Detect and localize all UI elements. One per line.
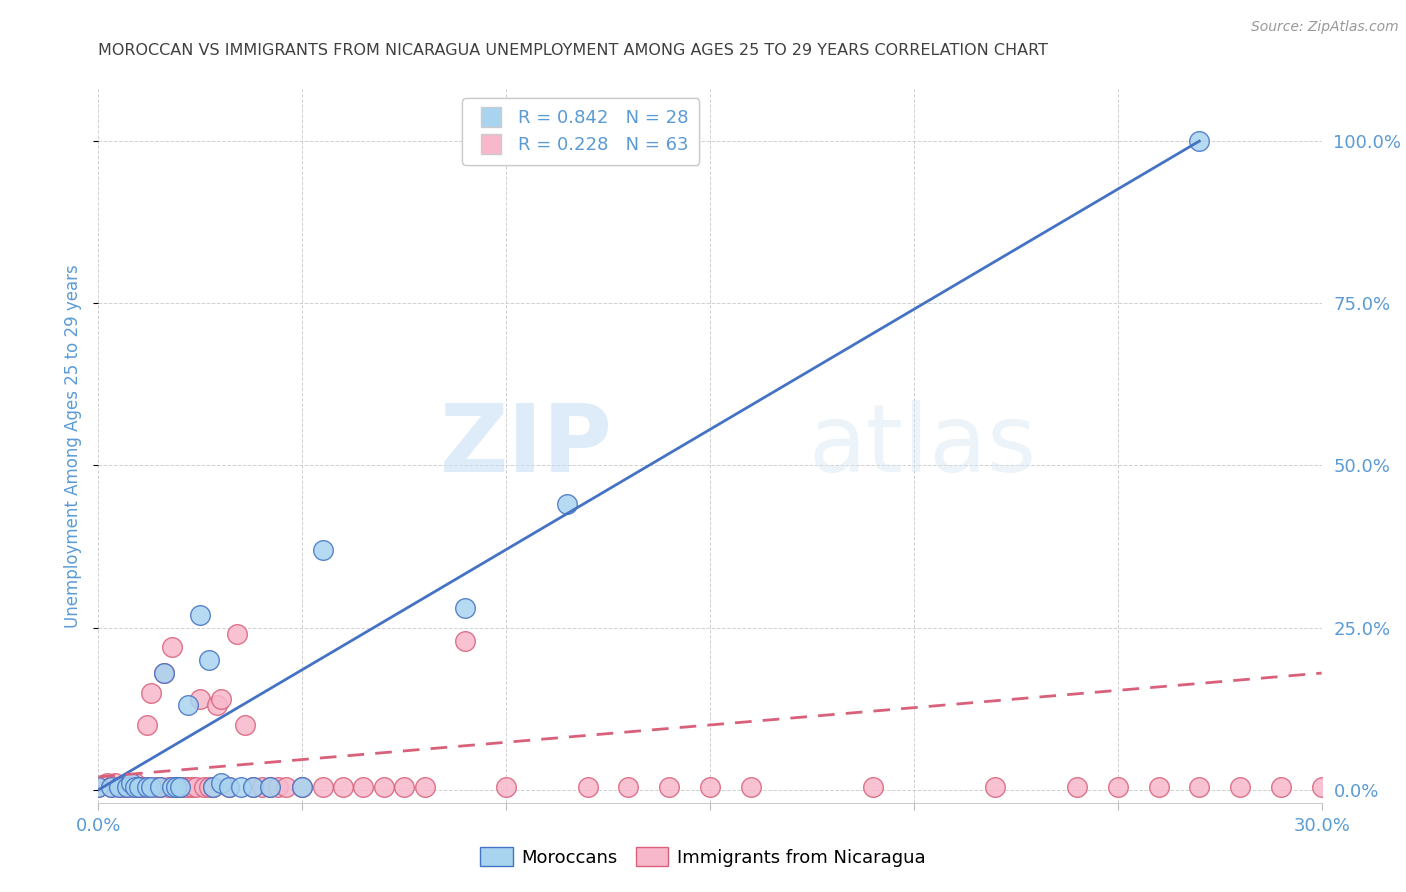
Point (1188, 134, 1211, 148)
Point (87, 780, 110, 794)
Point (218, 780, 240, 794)
Point (197, 780, 219, 794)
Point (149, 780, 172, 794)
Point (1392, 780, 1406, 794)
Point (209, 776, 232, 790)
Point (181, 780, 204, 794)
Point (136, 718, 159, 732)
Point (699, 780, 721, 794)
Point (141, 685, 163, 699)
Text: ZIP: ZIP (439, 400, 612, 492)
Point (160, 640, 183, 654)
Point (250, 780, 273, 794)
Point (332, 780, 354, 794)
Point (1351, 780, 1374, 794)
Point (141, 780, 163, 794)
Point (169, 780, 191, 794)
Point (115, 780, 138, 794)
Point (132, 780, 155, 794)
Point (1107, 780, 1129, 794)
Point (177, 698, 200, 713)
Point (267, 780, 290, 794)
Point (193, 780, 215, 794)
Point (136, 780, 159, 794)
Text: atlas: atlas (808, 400, 1036, 492)
Point (1270, 780, 1292, 794)
Point (291, 780, 314, 794)
Point (984, 780, 1007, 794)
Point (557, 497, 579, 511)
Point (209, 692, 232, 706)
Point (658, 780, 681, 794)
Point (373, 780, 395, 794)
Point (274, 780, 297, 794)
Point (160, 780, 183, 794)
Point (218, 780, 240, 794)
Point (205, 698, 228, 713)
Point (740, 780, 762, 794)
Point (1229, 780, 1251, 794)
Point (115, 780, 138, 794)
Text: Source: ZipAtlas.com: Source: ZipAtlas.com (1251, 20, 1399, 34)
Point (100, 780, 122, 794)
Point (862, 780, 884, 794)
Point (152, 666, 174, 681)
Point (1066, 780, 1088, 794)
Point (231, 780, 253, 794)
Point (177, 780, 200, 794)
Point (188, 692, 212, 706)
Point (186, 780, 208, 794)
Point (242, 780, 264, 794)
Point (226, 627, 249, 641)
Point (156, 780, 179, 794)
Point (392, 780, 416, 794)
Point (108, 780, 131, 794)
Point (128, 780, 150, 794)
Point (454, 601, 477, 615)
Point (188, 607, 212, 622)
Point (312, 542, 335, 557)
Point (96, 776, 118, 790)
Point (312, 780, 335, 794)
Point (87, 780, 110, 794)
Point (104, 776, 127, 790)
Point (454, 633, 477, 648)
Point (352, 780, 374, 794)
Point (169, 780, 191, 794)
Point (201, 780, 224, 794)
Y-axis label: Unemployment Among Ages 25 to 29 years: Unemployment Among Ages 25 to 29 years (65, 264, 83, 628)
Point (413, 780, 436, 794)
Point (124, 780, 146, 794)
Point (128, 780, 150, 794)
Point (1310, 780, 1333, 794)
Point (100, 780, 122, 794)
Point (495, 780, 517, 794)
Point (111, 780, 134, 794)
Point (120, 776, 142, 790)
Point (617, 780, 640, 794)
Point (152, 666, 174, 681)
Point (259, 780, 281, 794)
Point (124, 776, 146, 790)
Point (233, 718, 256, 732)
Point (173, 780, 195, 794)
Legend: R = 0.842   N = 28, R = 0.228   N = 63: R = 0.842 N = 28, R = 0.228 N = 63 (463, 98, 700, 165)
Point (120, 780, 142, 794)
Point (165, 780, 187, 794)
Point (145, 780, 167, 794)
Point (576, 780, 599, 794)
Point (259, 780, 281, 794)
Legend: Moroccans, Immigrants from Nicaragua: Moroccans, Immigrants from Nicaragua (472, 840, 934, 874)
Point (201, 780, 224, 794)
Point (291, 780, 314, 794)
Point (1147, 780, 1170, 794)
Point (242, 780, 264, 794)
Point (197, 653, 219, 667)
Text: MOROCCAN VS IMMIGRANTS FROM NICARAGUA UNEMPLOYMENT AMONG AGES 25 TO 29 YEARS COR: MOROCCAN VS IMMIGRANTS FROM NICARAGUA UN… (98, 43, 1049, 58)
Point (149, 780, 172, 794)
Point (165, 780, 187, 794)
Point (1188, 780, 1211, 794)
Point (108, 780, 131, 794)
